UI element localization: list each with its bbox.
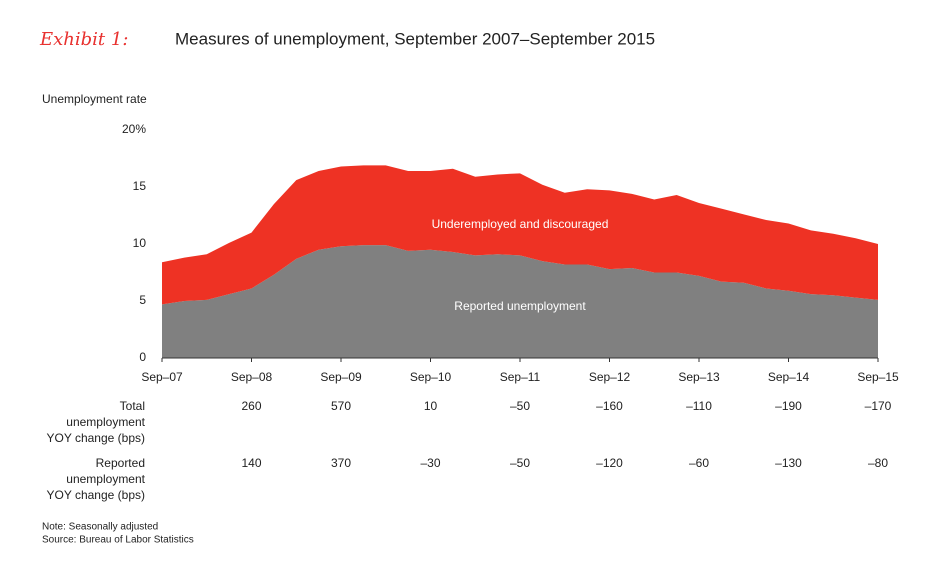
note: Source: Bureau of Labor Statistics — [42, 535, 194, 546]
x-tick-label: Sep–07 — [141, 370, 183, 384]
x-tick-label: Sep–13 — [678, 370, 720, 384]
row-label: unemployment — [66, 472, 145, 486]
x-tick-label: Sep–09 — [320, 370, 362, 384]
table-cell: 260 — [241, 399, 261, 413]
table-cell: –110 — [686, 399, 712, 413]
table-cell: –50 — [510, 456, 530, 470]
area — [162, 245, 878, 358]
y-tick-label: 20% — [122, 122, 146, 136]
table-cell: –170 — [865, 399, 892, 413]
y-tick-label: 10 — [133, 236, 147, 250]
row-label: YOY change (bps) — [46, 488, 145, 502]
row-label: unemployment — [66, 415, 145, 429]
x-tick-label: Sep–11 — [500, 370, 541, 384]
row-label: YOY change (bps) — [46, 431, 145, 445]
table-cell: 10 — [424, 399, 438, 413]
table-cell: –50 — [510, 399, 530, 413]
row-label: Total — [120, 399, 145, 413]
table-cell: –60 — [689, 456, 709, 470]
table-cell: –80 — [868, 456, 888, 470]
y-tick-label: 5 — [139, 293, 146, 307]
x-tick-label: Sep–14 — [768, 370, 810, 384]
y-tick-label: 0 — [139, 350, 146, 364]
table-cell: –130 — [775, 456, 802, 470]
table-cell: –160 — [596, 399, 623, 413]
chart-title: Measures of unemployment, September 2007… — [175, 29, 655, 48]
exhibit-label: Exhibit 1: — [39, 29, 128, 50]
note: Note: Seasonally adjusted — [42, 522, 158, 533]
x-tick-label: Sep–12 — [589, 370, 631, 384]
y-tick-label: 15 — [133, 179, 147, 193]
table-cell: –30 — [420, 456, 440, 470]
table-cell: –190 — [775, 399, 802, 413]
series-label: Reported unemployment — [454, 299, 586, 313]
table-cell: –120 — [596, 456, 623, 470]
table-cell: 570 — [331, 399, 351, 413]
x-tick-label: Sep–15 — [857, 370, 899, 384]
table-cell: 140 — [241, 456, 261, 470]
y-axis-label: Unemployment rate — [42, 92, 147, 106]
row-label: Reported — [96, 456, 145, 470]
area — [162, 165, 878, 305]
x-tick-label: Sep–10 — [410, 370, 452, 384]
series-label: Underemployed and discouraged — [432, 217, 609, 231]
table-cell: 370 — [331, 456, 351, 470]
x-tick-label: Sep–08 — [231, 370, 273, 384]
